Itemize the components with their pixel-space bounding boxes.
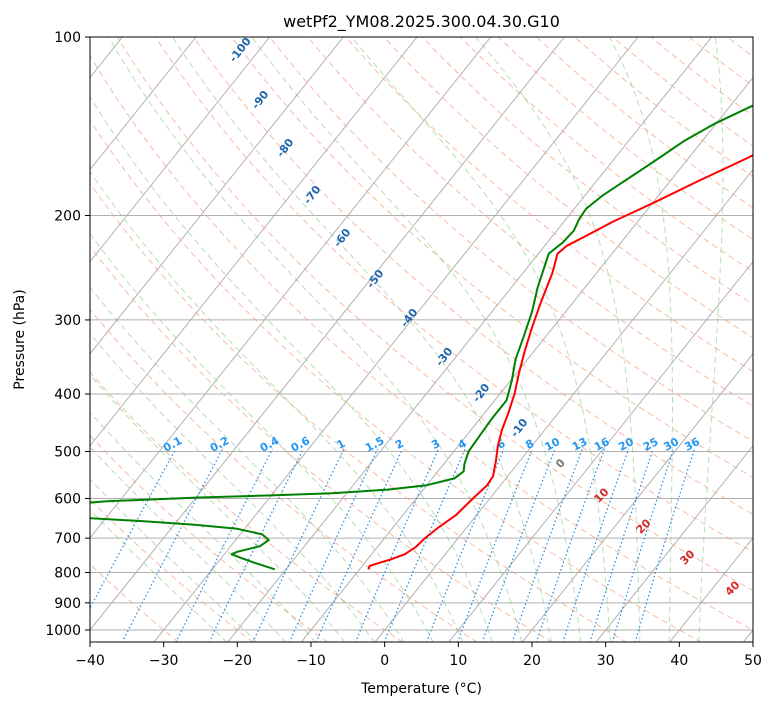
- mixing-ratio-line: [425, 448, 505, 642]
- moist-adiabat-line: [90, 332, 375, 642]
- mixing-ratio-label: 36: [682, 435, 702, 454]
- mixing-ratio-label: 25: [641, 435, 661, 454]
- mixing-ratio-line: [511, 448, 583, 642]
- mixing-ratio-line: [562, 448, 630, 642]
- dry-adiabat-line: [383, 37, 753, 339]
- mixing-ratio-line: [589, 448, 654, 642]
- isotherm-line: [595, 445, 753, 642]
- mixing-ratio-line: [175, 448, 274, 642]
- moist-adiabat-line: [90, 374, 346, 642]
- dry-adiabat-line: [345, 37, 753, 373]
- mixing-ratio-label: 30: [661, 435, 681, 454]
- y-tick-label: 700: [54, 531, 81, 547]
- x-tick-label: 50: [744, 653, 762, 669]
- x-tick-label: 0: [380, 653, 389, 669]
- dry-adiabat-line: [90, 563, 179, 642]
- isotherm-line: [669, 537, 753, 642]
- y-tick-label: 300: [54, 313, 81, 329]
- y-tick-label: 900: [54, 596, 81, 612]
- mixing-ratio-line: [457, 448, 533, 642]
- x-tick-label: −30: [149, 653, 179, 669]
- plot-area: 0.1 0.2 0.4 0.6 1 1.5 2 3 4 6 8 10 13 16 20 25 30 36-100-…: [90, 37, 753, 642]
- moist-adiabat-line: [90, 233, 434, 642]
- dry-adiabat-line: [90, 434, 329, 642]
- isotherm-line: [374, 168, 753, 642]
- dry-adiabat-line: [307, 37, 753, 407]
- mixing-ratio-label: 10: [543, 435, 563, 454]
- isotherm-line: [90, 37, 492, 539]
- x-tick-label: 20: [523, 653, 541, 669]
- mixing-ratio-label: 20: [616, 435, 636, 454]
- y-tick-label: 500: [54, 444, 81, 460]
- isotherm-line: [153, 37, 639, 642]
- dry-adiabat-line: [116, 37, 753, 592]
- mixing-ratio-line: [634, 448, 696, 642]
- dry-adiabat-line: [90, 182, 627, 642]
- y-tick-label: 200: [54, 209, 81, 225]
- y-tick-label: 100: [54, 30, 81, 46]
- moist-adiabat-line: [609, 37, 673, 642]
- dry-adiabat-line: [90, 54, 753, 631]
- moist-adiabat-line: [251, 37, 582, 642]
- moist-adiabat-line: [90, 509, 228, 642]
- isotherms: [90, 37, 753, 642]
- y-tick-label: 800: [54, 566, 81, 582]
- mixing-ratio-label: 16: [592, 435, 612, 454]
- moist-adiabat-line: [90, 170, 464, 642]
- moist-adiabat-line: [698, 37, 724, 642]
- dry-adiabat-line: [154, 37, 753, 553]
- moist-adiabat-line: [475, 37, 641, 642]
- dry-adiabat-line: [90, 308, 478, 642]
- dewpoint-profile-line: [90, 104, 753, 571]
- mixing-ratio-line: [481, 448, 556, 642]
- dry-adiabat-line: [90, 245, 553, 642]
- isotherm-line: [521, 353, 753, 642]
- moist-adiabat-line: [108, 37, 523, 642]
- dry-adiabat-line: [90, 371, 403, 642]
- temperature-profile-line: [367, 154, 753, 570]
- x-tick-label: −20: [223, 653, 253, 669]
- y-tick-label: 1000: [45, 623, 81, 639]
- x-tick-label: 30: [597, 653, 615, 669]
- y-tick-label: 600: [54, 491, 81, 507]
- x-tick-label: 10: [449, 653, 467, 669]
- isotherm-line: [300, 76, 753, 642]
- mixing-ratio-line: [611, 448, 675, 642]
- moist-adiabat-line: [90, 286, 405, 642]
- plot-frame: [89, 36, 754, 643]
- isotherm-line: [227, 37, 713, 642]
- moist-adiabat-line: [172, 37, 552, 642]
- y-axis: 100 200 300 400 500 600 700 800 900 1000: [45, 30, 90, 639]
- mixing-ratio-line: [288, 448, 379, 642]
- moist-adiabat-line: [90, 478, 257, 642]
- mixing-ratio-line: [121, 448, 224, 642]
- y-axis-label: Pressure (hPa): [12, 289, 28, 389]
- isotherm-line: [90, 37, 566, 631]
- x-tick-label: 40: [670, 653, 688, 669]
- y-tick-label: 400: [54, 387, 81, 403]
- isotherm-line: [90, 37, 418, 447]
- x-tick-label: −10: [296, 653, 326, 669]
- mixing-ratio-line: [383, 448, 466, 642]
- x-axis: −40 −30 −20 −10 0 10 20 30 40 50: [75, 642, 762, 669]
- isotherm-line: [448, 260, 753, 642]
- isotherm-line: [90, 37, 345, 355]
- mixing-ratio-label: 13: [570, 435, 590, 454]
- dry-adiabat-line: [90, 119, 702, 642]
- mixing-ratio-line: [535, 448, 606, 642]
- chart-title: wetPf2_YM08.2025.300.04.30.G10: [283, 12, 560, 32]
- moist-adiabat-line: [90, 95, 493, 642]
- x-axis-label: Temperature (°C): [360, 681, 482, 697]
- x-tick-label: −40: [75, 653, 105, 669]
- moist-adiabat-line: [90, 446, 287, 642]
- profiles: [90, 104, 753, 571]
- isotherm-line: [90, 37, 197, 171]
- isotherm-line: [90, 37, 271, 263]
